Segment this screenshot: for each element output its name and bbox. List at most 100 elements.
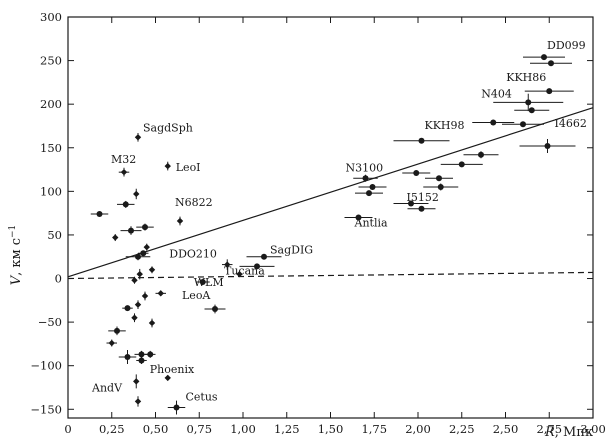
point-label: N3100 <box>346 161 384 174</box>
data-point <box>118 167 130 177</box>
point-marker <box>96 211 103 218</box>
data-point <box>134 300 142 310</box>
point-marker <box>261 253 267 260</box>
data-point <box>239 263 275 270</box>
data-point <box>122 305 133 312</box>
point-marker <box>413 170 420 177</box>
point-marker <box>362 175 369 182</box>
point-marker <box>143 243 150 251</box>
x-tick-label: 1,75 <box>361 422 387 436</box>
point-marker <box>141 292 149 300</box>
y-axis-symbol: V <box>9 274 24 285</box>
x-tick-label: 1,25 <box>274 422 300 436</box>
point-marker <box>138 351 145 358</box>
point-marker <box>236 270 243 278</box>
point-marker <box>369 183 376 190</box>
data-point <box>106 339 117 347</box>
x-tick-label: 2,50 <box>493 422 519 436</box>
point-label: N6822 <box>175 196 213 209</box>
data-point <box>393 200 429 207</box>
point-marker <box>134 134 142 141</box>
point-marker <box>131 314 138 321</box>
point-marker <box>176 217 184 225</box>
y-tick-label: −150 <box>30 402 62 416</box>
point-marker <box>134 301 142 308</box>
data-point <box>524 88 574 95</box>
data-point <box>204 304 226 314</box>
data-point <box>164 374 171 382</box>
data-point <box>133 374 140 389</box>
zero-velocity-line <box>67 271 594 280</box>
x-tick-label: 3,00 <box>580 422 606 436</box>
data-point <box>143 243 150 251</box>
data-point <box>125 253 151 261</box>
point-marker <box>520 121 526 128</box>
point-label: SagDIG <box>270 244 313 257</box>
point-label: KKH86 <box>506 71 546 84</box>
point-marker <box>148 266 156 274</box>
point-marker <box>199 279 206 286</box>
point-marker <box>436 175 442 182</box>
data-point <box>112 234 119 242</box>
point-marker <box>212 306 218 313</box>
point-label: DD099 <box>547 39 586 52</box>
point-label: M32 <box>111 153 136 166</box>
data-point <box>148 266 156 274</box>
data-point <box>134 132 142 142</box>
point-marker <box>544 143 551 150</box>
data-point <box>358 183 387 190</box>
data-point <box>493 93 564 112</box>
point-marker <box>122 201 129 208</box>
x-tick-label: 2,75 <box>536 422 562 436</box>
point-label: Cetus <box>186 391 218 404</box>
data-point <box>131 276 138 284</box>
point-marker <box>355 214 362 221</box>
point-label: LeoI <box>176 161 201 174</box>
x-tick-label: 0 <box>64 422 71 436</box>
y-axis-title: V, км с−1 <box>8 225 24 286</box>
reference-lines <box>67 107 594 280</box>
x-tick-label: 1,00 <box>230 422 256 436</box>
data-point <box>195 279 210 286</box>
hubble-fit-line <box>67 107 594 278</box>
point-marker <box>157 290 164 297</box>
point-label: DDO210 <box>169 248 217 261</box>
data-point <box>440 161 483 168</box>
data-point <box>118 350 137 364</box>
data-point <box>134 396 142 407</box>
x-tick-label: 0,25 <box>99 422 125 436</box>
point-label: I4662 <box>555 117 587 130</box>
x-tick-label: 2,00 <box>405 422 431 436</box>
point-marker <box>138 357 145 364</box>
data-point <box>131 313 138 323</box>
y-axis-unit-exponent: −1 <box>8 225 18 238</box>
data-point <box>133 188 140 200</box>
point-marker <box>133 378 140 385</box>
point-marker <box>108 339 115 347</box>
data-point <box>176 216 184 226</box>
point-label: SagdSph <box>143 121 193 134</box>
data-point <box>117 200 135 208</box>
point-label: Phoenix <box>150 363 195 376</box>
point-label: AndV <box>91 381 123 394</box>
point-marker <box>418 137 425 144</box>
data-point <box>344 214 373 221</box>
data-point <box>136 356 147 364</box>
point-marker <box>128 227 134 234</box>
data-point <box>90 211 109 218</box>
point-marker <box>164 162 171 170</box>
data-point <box>167 400 186 415</box>
point-marker <box>142 224 148 231</box>
point-marker <box>164 374 171 382</box>
data-point <box>120 226 142 235</box>
x-tick-label: 1,50 <box>318 422 344 436</box>
data-point <box>145 350 156 358</box>
point-marker <box>134 398 142 405</box>
point-label: Tucana <box>224 264 265 277</box>
data-point <box>136 268 143 280</box>
data-point <box>148 318 156 328</box>
y-tick-label: −100 <box>30 359 62 373</box>
data-point <box>355 190 383 197</box>
y-tick-label: 200 <box>40 97 62 111</box>
